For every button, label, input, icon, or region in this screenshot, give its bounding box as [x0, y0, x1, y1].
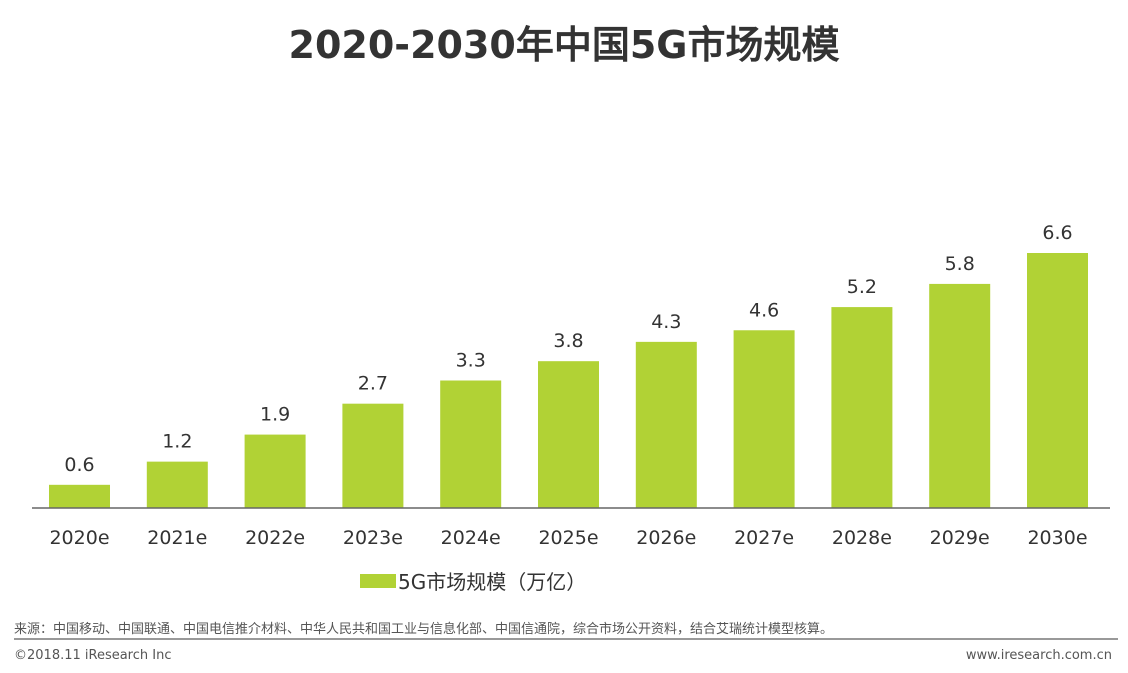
bar	[49, 484, 110, 508]
source-note: 来源：中国移动、中国联通、中国电信推介材料、中华人民共和国工业与信息化部、中国信…	[14, 622, 834, 637]
bar	[146, 461, 208, 508]
x-tick-label: 2025e	[538, 527, 598, 549]
legend: 5G市场规模（万亿）	[360, 566, 586, 595]
x-tick-label: 2024e	[441, 527, 501, 549]
x-tick-label: 2023e	[343, 527, 403, 549]
data-label: 4.3	[651, 311, 681, 333]
legend-label: 5G市场规模（万亿）	[398, 570, 587, 594]
x-tick-label: 2028e	[832, 527, 892, 549]
data-label: 0.6	[64, 454, 94, 476]
data-label: 1.9	[260, 404, 290, 426]
x-tick-label: 2026e	[636, 527, 696, 549]
bar	[244, 434, 306, 508]
x-tick-label: 2027e	[734, 527, 794, 549]
bar	[1027, 253, 1088, 508]
bar-chart: 0.6 2020e 1.2 2021e 1.9 2022e 2.7 2023e 3.3 2024e…	[32, 222, 1110, 549]
data-label: 3.3	[456, 350, 486, 372]
data-label: 1.2	[162, 431, 192, 453]
bar	[831, 307, 893, 508]
legend-swatch	[360, 573, 396, 588]
copyright: ©2018.11 iResearch Inc	[14, 648, 172, 663]
x-tick-label: 2021e	[147, 527, 207, 549]
chart-title: 2020-2030年中国5G市场规模	[288, 23, 840, 67]
bar	[635, 341, 697, 508]
data-label: 4.6	[749, 299, 779, 321]
data-label: 2.7	[358, 373, 388, 395]
footer-divider	[14, 638, 1118, 640]
x-tick-label: 2022e	[245, 527, 305, 549]
data-label: 6.6	[1042, 222, 1072, 244]
bar	[538, 361, 599, 508]
data-label: 5.8	[945, 253, 975, 275]
data-label: 5.2	[847, 276, 877, 298]
bar	[733, 330, 795, 508]
x-tick-label: 2030e	[1027, 527, 1087, 549]
bar	[342, 403, 404, 508]
data-label: 3.8	[553, 330, 583, 352]
website-link[interactable]: www.iresearch.com.cn	[965, 648, 1112, 663]
bar	[929, 283, 991, 508]
x-tick-label: 2029e	[930, 527, 990, 549]
x-tick-label: 2020e	[49, 527, 109, 549]
bar	[440, 380, 502, 508]
